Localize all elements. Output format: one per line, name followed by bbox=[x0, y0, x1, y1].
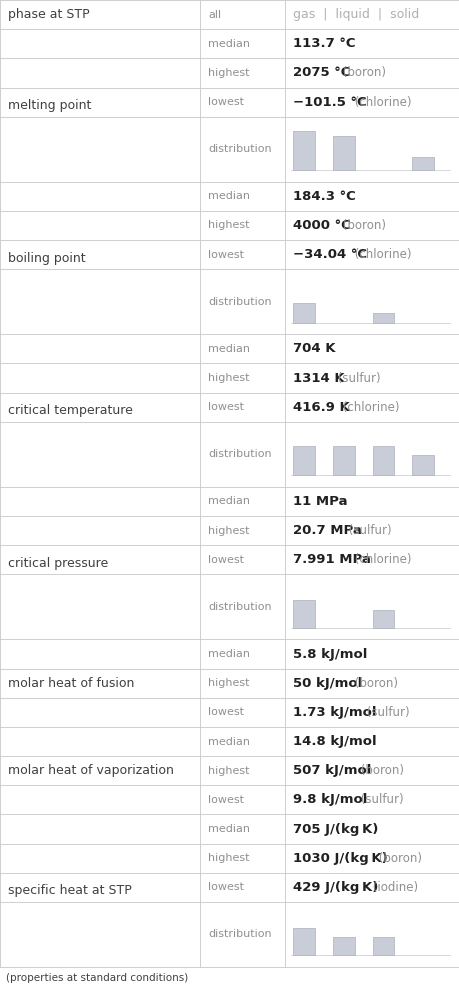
Text: boiling point: boiling point bbox=[8, 251, 85, 264]
Text: phase at STP: phase at STP bbox=[8, 8, 90, 21]
Text: 5.8 kJ/mol: 5.8 kJ/mol bbox=[292, 648, 367, 661]
Text: (sulfur): (sulfur) bbox=[345, 524, 391, 537]
Text: (chlorine): (chlorine) bbox=[351, 248, 411, 261]
Bar bbox=[292, 446, 314, 475]
Text: critical pressure: critical pressure bbox=[8, 557, 108, 570]
Text: 14.8 kJ/mol: 14.8 kJ/mol bbox=[292, 735, 376, 748]
Bar bbox=[292, 132, 314, 170]
Text: 429 J/(kg K): 429 J/(kg K) bbox=[292, 881, 378, 894]
Text: (iodine): (iodine) bbox=[368, 881, 417, 894]
Text: 1314 K: 1314 K bbox=[292, 372, 344, 385]
Text: lowest: lowest bbox=[207, 97, 244, 107]
Text: 11 MPa: 11 MPa bbox=[292, 494, 347, 508]
Text: highest: highest bbox=[207, 678, 249, 688]
Text: distribution: distribution bbox=[207, 297, 271, 307]
Bar bbox=[411, 157, 433, 170]
Text: highest: highest bbox=[207, 525, 249, 536]
Text: 1030 J/(kg K): 1030 J/(kg K) bbox=[292, 852, 387, 864]
Text: (boron): (boron) bbox=[356, 764, 403, 777]
Text: 507 kJ/mol: 507 kJ/mol bbox=[292, 764, 371, 777]
Text: 20.7 MPa: 20.7 MPa bbox=[292, 524, 361, 537]
Text: median: median bbox=[207, 824, 250, 834]
Text: −101.5 °C: −101.5 °C bbox=[292, 96, 366, 109]
Text: highest: highest bbox=[207, 68, 249, 78]
Text: (boron): (boron) bbox=[339, 66, 386, 79]
Text: (sulfur): (sulfur) bbox=[356, 793, 403, 806]
Text: (chlorine): (chlorine) bbox=[351, 553, 411, 567]
Text: molar heat of fusion: molar heat of fusion bbox=[8, 676, 134, 689]
Text: melting point: melting point bbox=[8, 99, 91, 112]
Text: 4000 °C: 4000 °C bbox=[292, 219, 350, 232]
Text: lowest: lowest bbox=[207, 555, 244, 565]
Text: median: median bbox=[207, 191, 250, 202]
Text: distribution: distribution bbox=[207, 930, 271, 940]
Bar bbox=[292, 304, 314, 322]
Text: gas  |  liquid  |  solid: gas | liquid | solid bbox=[292, 8, 419, 21]
Text: distribution: distribution bbox=[207, 449, 271, 459]
Bar bbox=[372, 314, 393, 322]
Text: highest: highest bbox=[207, 221, 249, 230]
Text: 1.73 kJ/mol: 1.73 kJ/mol bbox=[292, 706, 376, 719]
Bar bbox=[372, 937, 393, 955]
Text: (boron): (boron) bbox=[374, 852, 421, 864]
Text: median: median bbox=[207, 39, 250, 48]
Text: (boron): (boron) bbox=[351, 676, 397, 689]
Bar bbox=[332, 135, 354, 170]
Text: lowest: lowest bbox=[207, 707, 244, 717]
Bar bbox=[411, 455, 433, 475]
Text: distribution: distribution bbox=[207, 144, 271, 154]
Text: (sulfur): (sulfur) bbox=[362, 706, 409, 719]
Bar bbox=[332, 937, 354, 955]
Text: median: median bbox=[207, 344, 250, 354]
Text: lowest: lowest bbox=[207, 249, 244, 260]
Text: 184.3 °C: 184.3 °C bbox=[292, 190, 355, 203]
Text: median: median bbox=[207, 496, 250, 506]
Text: 2075 °C: 2075 °C bbox=[292, 66, 350, 79]
Bar bbox=[292, 600, 314, 628]
Bar bbox=[292, 928, 314, 955]
Text: highest: highest bbox=[207, 765, 249, 775]
Bar bbox=[372, 609, 393, 628]
Text: −34.04 °C: −34.04 °C bbox=[292, 248, 366, 261]
Text: lowest: lowest bbox=[207, 882, 244, 892]
Text: (chlorine): (chlorine) bbox=[339, 401, 399, 413]
Text: 7.991 MPa: 7.991 MPa bbox=[292, 553, 370, 567]
Bar bbox=[372, 446, 393, 475]
Text: distribution: distribution bbox=[207, 602, 271, 612]
Text: (properties at standard conditions): (properties at standard conditions) bbox=[6, 973, 188, 983]
Text: lowest: lowest bbox=[207, 795, 244, 805]
Text: (boron): (boron) bbox=[339, 219, 386, 232]
Text: lowest: lowest bbox=[207, 403, 244, 412]
Text: molar heat of vaporization: molar heat of vaporization bbox=[8, 764, 174, 777]
Text: 9.8 kJ/mol: 9.8 kJ/mol bbox=[292, 793, 367, 806]
Text: 704 K: 704 K bbox=[292, 342, 335, 355]
Text: median: median bbox=[207, 737, 250, 747]
Text: 705 J/(kg K): 705 J/(kg K) bbox=[292, 823, 378, 836]
Text: 50 kJ/mol: 50 kJ/mol bbox=[292, 676, 362, 689]
Text: highest: highest bbox=[207, 854, 249, 863]
Bar bbox=[332, 446, 354, 475]
Text: all: all bbox=[207, 10, 221, 20]
Text: 113.7 °C: 113.7 °C bbox=[292, 38, 355, 50]
Text: critical temperature: critical temperature bbox=[8, 405, 133, 417]
Text: median: median bbox=[207, 649, 250, 659]
Text: (sulfur): (sulfur) bbox=[333, 372, 379, 385]
Text: specific heat at STP: specific heat at STP bbox=[8, 884, 131, 897]
Text: (chlorine): (chlorine) bbox=[351, 96, 411, 109]
Text: 416.9 K: 416.9 K bbox=[292, 401, 349, 413]
Text: highest: highest bbox=[207, 373, 249, 383]
